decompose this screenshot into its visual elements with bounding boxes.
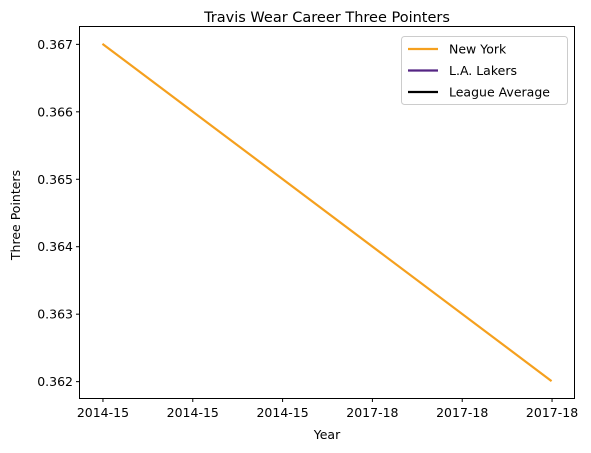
legend-box (401, 36, 568, 105)
plot-lines (101, 42, 553, 383)
y-tick-label: 0.364 (37, 239, 73, 254)
x-tick-label: 2014-15 (77, 405, 129, 420)
x-axis: 2014-15 2014-15 2014-15 2017-18 2017-18 2017-… (77, 398, 578, 420)
chart-title: Travis Wear Career Three Pointers (203, 10, 450, 26)
y-tick-label: 0.367 (37, 37, 73, 52)
x-tick-label: 2017-18 (436, 405, 488, 420)
legend: New York L.A. Lakers League Average (401, 36, 568, 105)
y-axis: 0.362 0.363 0.364 0.365 0.366 0.367 (37, 37, 80, 389)
x-tick-label: 2017-18 (346, 405, 398, 420)
y-tick-label: 0.362 (37, 374, 73, 389)
plot-frame (79, 26, 575, 399)
x-tick-label: 2014-15 (167, 405, 219, 420)
x-axis-label: Year (313, 427, 341, 442)
legend-label: L.A. Lakers (449, 63, 517, 78)
series-line-0 (101, 42, 553, 383)
y-axis-label: Three Pointers (8, 170, 23, 261)
legend-label: League Average (449, 85, 550, 100)
x-tick-label: 2014-15 (256, 405, 308, 420)
y-tick-label: 0.363 (37, 307, 73, 322)
legend-label: New York (449, 42, 507, 57)
x-tick-label: 2017-18 (526, 405, 578, 420)
y-tick-label: 0.365 (37, 172, 73, 187)
y-tick-label: 0.366 (37, 104, 73, 119)
